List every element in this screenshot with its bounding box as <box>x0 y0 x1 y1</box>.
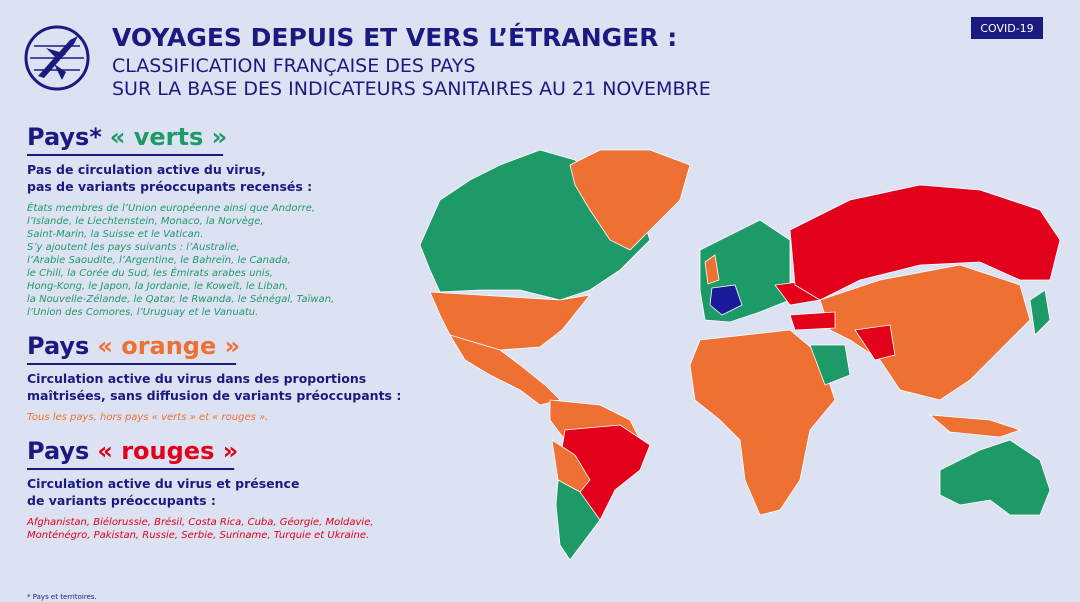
section-description: pas de variants préoccupants recensés : <box>27 179 312 194</box>
badge: COVID-19 <box>980 22 1033 35</box>
section-description: maîtrisées, sans diffusion de variants p… <box>27 388 401 403</box>
heading-highlight: « verts » <box>110 123 227 151</box>
heading-prefix: Pays* <box>27 123 102 151</box>
country-list: l’Islande, le Liechtenstein, Monaco, la … <box>27 215 264 227</box>
country-list: Monténégro, Pakistan, Russie, Serbie, Su… <box>27 529 369 541</box>
country-list: l’Union des Comores, l’Uruguay et le Van… <box>27 307 258 318</box>
heading-highlight: « orange » <box>97 332 240 360</box>
logo <box>24 25 90 91</box>
section-heading: Pays « rouges » <box>27 437 238 465</box>
country-list: S’y ajoutent les pays suivants : l’Austr… <box>27 242 240 253</box>
country-list: États membres de l’Union européenne ains… <box>27 201 315 214</box>
title: VOYAGES DEPUIS ET VERS L’ÉTRANGER : <box>112 23 677 52</box>
country-list: l’Arabie Saoudite, l’Argentine, le Bahre… <box>27 255 291 266</box>
heading-highlight: « rouges » <box>97 437 238 465</box>
legend-section: Pays* « verts » Pas de circulation active … <box>27 123 334 318</box>
section-description: Circulation active du virus dans des pro… <box>27 371 366 386</box>
country-list: Hong-Kong, le Japon, la Jordanie, le Kow… <box>27 281 288 292</box>
heading-prefix: Pays <box>27 332 89 360</box>
section-description: Circulation active du virus et présence <box>27 476 299 491</box>
country-list: la Nouvelle-Zélande, le Qatar, le Rwanda… <box>27 293 334 305</box>
world-map <box>419 149 1061 561</box>
country-list: Afghanistan, Biélorussie, Brésil, Costa … <box>26 516 374 528</box>
section-description: Pas de circulation active du virus, <box>27 162 266 177</box>
section-heading: Pays* « verts » <box>27 123 227 151</box>
subtitle: CLASSIFICATION FRANÇAISE DES PAYS <box>112 55 475 77</box>
section-description: de variants préoccupants : <box>27 493 216 508</box>
country-list: Tous les pays, hors pays « verts » et « … <box>27 412 268 423</box>
legend-section: Pays « rouges » Circulation active du viru… <box>26 437 374 541</box>
country-list: Saint-Marin, la Suisse et le Vatican. <box>27 229 203 240</box>
section-heading: Pays « orange » <box>27 332 240 360</box>
legend-section: Pays « orange » Circulation active du viru… <box>27 332 401 423</box>
country-list: le Chili, la Corée du Sud, les Émirats a… <box>27 266 273 279</box>
heading-prefix: Pays <box>27 437 89 465</box>
footnote: * Pays et territoires. <box>27 593 97 601</box>
badge-box <box>971 17 1043 39</box>
subtitle: SUR LA BASE DES INDICATEURS SANITAIRES A… <box>112 78 711 100</box>
